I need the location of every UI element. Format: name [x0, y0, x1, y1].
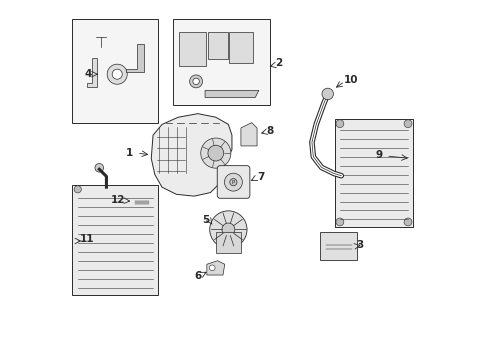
Text: 9: 9 [375, 150, 382, 160]
Circle shape [335, 218, 343, 226]
Text: 5: 5 [202, 215, 209, 225]
Polygon shape [241, 123, 257, 146]
Text: 2: 2 [274, 58, 282, 68]
Polygon shape [151, 114, 231, 196]
Circle shape [95, 163, 103, 172]
Circle shape [201, 138, 230, 168]
FancyBboxPatch shape [319, 232, 357, 260]
Text: 11: 11 [80, 234, 95, 244]
Circle shape [74, 186, 81, 193]
FancyBboxPatch shape [216, 232, 240, 253]
FancyBboxPatch shape [179, 32, 206, 66]
Text: 7: 7 [256, 172, 264, 182]
Polygon shape [204, 90, 258, 98]
FancyBboxPatch shape [228, 32, 252, 63]
Circle shape [209, 265, 215, 271]
FancyBboxPatch shape [207, 32, 227, 59]
Circle shape [189, 75, 202, 88]
Circle shape [209, 211, 246, 248]
Text: 6: 6 [194, 271, 201, 281]
Text: 4: 4 [84, 69, 92, 79]
FancyBboxPatch shape [334, 119, 412, 227]
Text: 12: 12 [111, 195, 125, 205]
Circle shape [112, 69, 122, 79]
Text: 10: 10 [344, 75, 358, 85]
Polygon shape [126, 44, 144, 72]
Circle shape [222, 223, 234, 236]
Circle shape [107, 64, 127, 84]
Circle shape [321, 88, 333, 100]
Circle shape [224, 173, 242, 191]
Polygon shape [86, 58, 97, 87]
Polygon shape [206, 261, 224, 275]
FancyBboxPatch shape [72, 19, 158, 123]
FancyBboxPatch shape [217, 166, 249, 198]
FancyBboxPatch shape [72, 185, 158, 296]
Circle shape [229, 179, 237, 186]
Circle shape [192, 78, 199, 85]
Bar [135, 201, 149, 205]
Text: 3: 3 [356, 239, 363, 249]
FancyBboxPatch shape [172, 19, 269, 105]
Circle shape [403, 120, 411, 128]
Text: P: P [231, 180, 235, 185]
Circle shape [403, 218, 411, 226]
Text: 1: 1 [125, 148, 132, 158]
Circle shape [207, 145, 223, 161]
Ellipse shape [135, 197, 149, 205]
Circle shape [335, 120, 343, 128]
Text: 8: 8 [266, 126, 273, 135]
